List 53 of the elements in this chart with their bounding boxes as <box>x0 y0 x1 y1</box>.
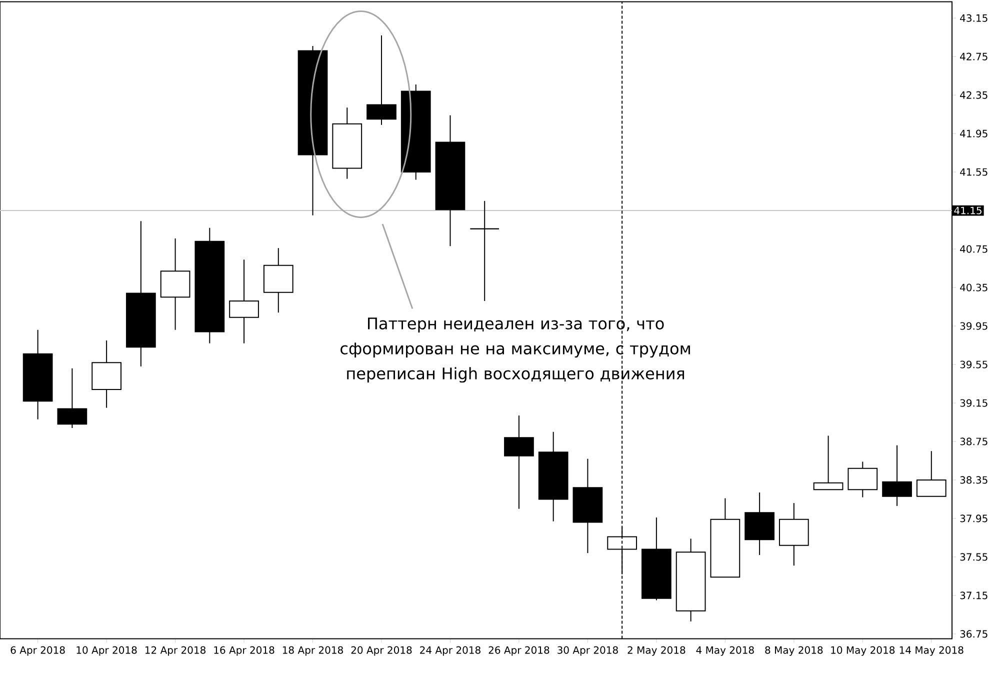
x-tick-label: 8 May 2018 <box>765 646 823 656</box>
candlestick <box>778 502 809 566</box>
candlestick <box>366 34 396 126</box>
x-tick-label: 30 Apr 2018 <box>558 646 618 656</box>
y-tick-label: 43.15 <box>960 14 988 22</box>
x-tick-label: 10 May 2018 <box>831 646 895 656</box>
y-tick-label: 39.95 <box>960 322 988 330</box>
candlestick <box>229 259 259 344</box>
candlestick <box>298 45 328 216</box>
y-tick-label: 37.95 <box>960 514 988 522</box>
candlestick <box>160 238 190 330</box>
x-tick-label: 26 Apr 2018 <box>488 646 550 656</box>
y-tick-label: 37.15 <box>960 592 988 600</box>
candlestick <box>744 492 774 556</box>
x-tick-label: 16 Apr 2018 <box>214 646 274 656</box>
x-tick-label: 10 Apr 2018 <box>76 646 137 656</box>
x-tick-label: 18 Apr 2018 <box>282 646 343 656</box>
candlestick <box>435 114 466 247</box>
y-tick-label: 38.75 <box>960 438 988 446</box>
x-tick-label: 14 May 2018 <box>900 646 964 656</box>
y-tick-label: 42.35 <box>960 91 988 99</box>
x-tick-label: 2 May 2018 <box>628 646 686 656</box>
y-tick-label: 40.35 <box>960 284 988 292</box>
y-tick-label: 37.55 <box>960 553 988 561</box>
x-tick-label: 4 May 2018 <box>696 646 754 656</box>
annotation: Паттерн неидеален из-за того, что сформирован не на максимуме, с трудом переписан High восходящего движения <box>340 318 690 383</box>
candlestick <box>126 220 156 367</box>
candlestick <box>538 431 568 522</box>
y-tick-label: 42.75 <box>960 52 988 60</box>
y-tick-label: 39.55 <box>960 360 988 368</box>
candlestick <box>676 538 706 622</box>
candlestick <box>22 329 53 420</box>
y-tick-label: 41.95 <box>960 130 988 138</box>
y-tick-label: 41.55 <box>960 168 988 176</box>
x-tick-label: 24 Apr 2018 <box>420 646 480 656</box>
y-tick-label: 38.35 <box>960 476 988 484</box>
x-tick-label: 20 Apr 2018 <box>351 646 412 656</box>
candlestick <box>470 200 500 302</box>
y-tick-label: 40.75 <box>960 245 988 253</box>
candlestick <box>882 444 912 506</box>
candlestick <box>92 340 122 408</box>
candlestick <box>332 107 362 180</box>
candlestick <box>194 227 225 344</box>
candlestick <box>572 458 603 554</box>
candlestick <box>504 414 534 510</box>
x-tick-label: 6 Apr 2018 <box>10 646 65 656</box>
candlestick <box>263 248 294 314</box>
x-tick-label: 12 Apr 2018 <box>145 646 206 656</box>
candlestick <box>848 461 878 498</box>
ref-line-label: 41.15 <box>954 206 982 214</box>
y-tick-label: 39.15 <box>960 399 988 407</box>
candlestick <box>57 368 88 429</box>
y-tick-label: 36.75 <box>960 630 988 638</box>
